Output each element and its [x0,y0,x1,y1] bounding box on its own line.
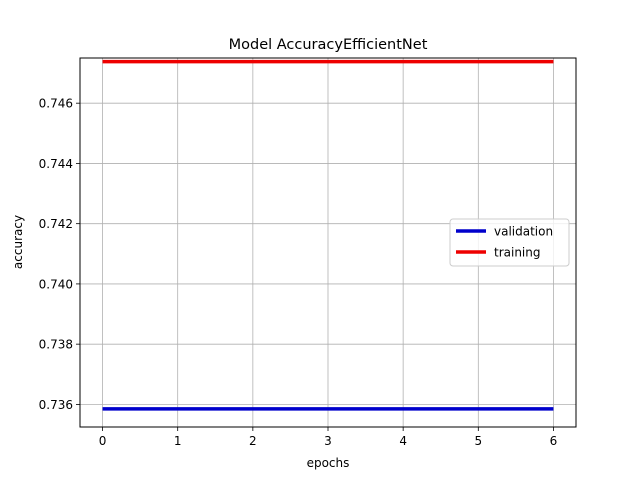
x-tick-label: 1 [174,434,182,448]
y-tick-label: 0.736 [39,398,73,412]
x-tick-label: 3 [324,434,332,448]
legend: validation training [449,218,570,267]
y-axis-label: accuracy [11,215,25,269]
x-tick-label: 0 [99,434,107,448]
x-tick-label: 6 [550,434,558,448]
legend-label-training: training [494,246,541,260]
x-axis-label: epochs [307,456,350,470]
y-tick-label: 0.738 [39,338,73,352]
y-tick-label: 0.740 [39,277,73,291]
chart-title: Model AccuracyEfficientNet [229,37,428,53]
series-lines [102,59,554,411]
y-tick-label: 0.746 [39,97,73,111]
legend-label-validation: validation [494,225,553,239]
y-tick-label: 0.742 [39,217,73,231]
x-tick-label: 5 [474,434,482,448]
x-tick-label: 2 [249,434,257,448]
x-tick-label: 4 [399,434,407,448]
y-tick-label: 0.744 [39,157,73,171]
axis-ticks: 0 1 2 3 4 5 6 0.736 0.738 0.740 0.742 0.744 0.746 [39,97,558,448]
